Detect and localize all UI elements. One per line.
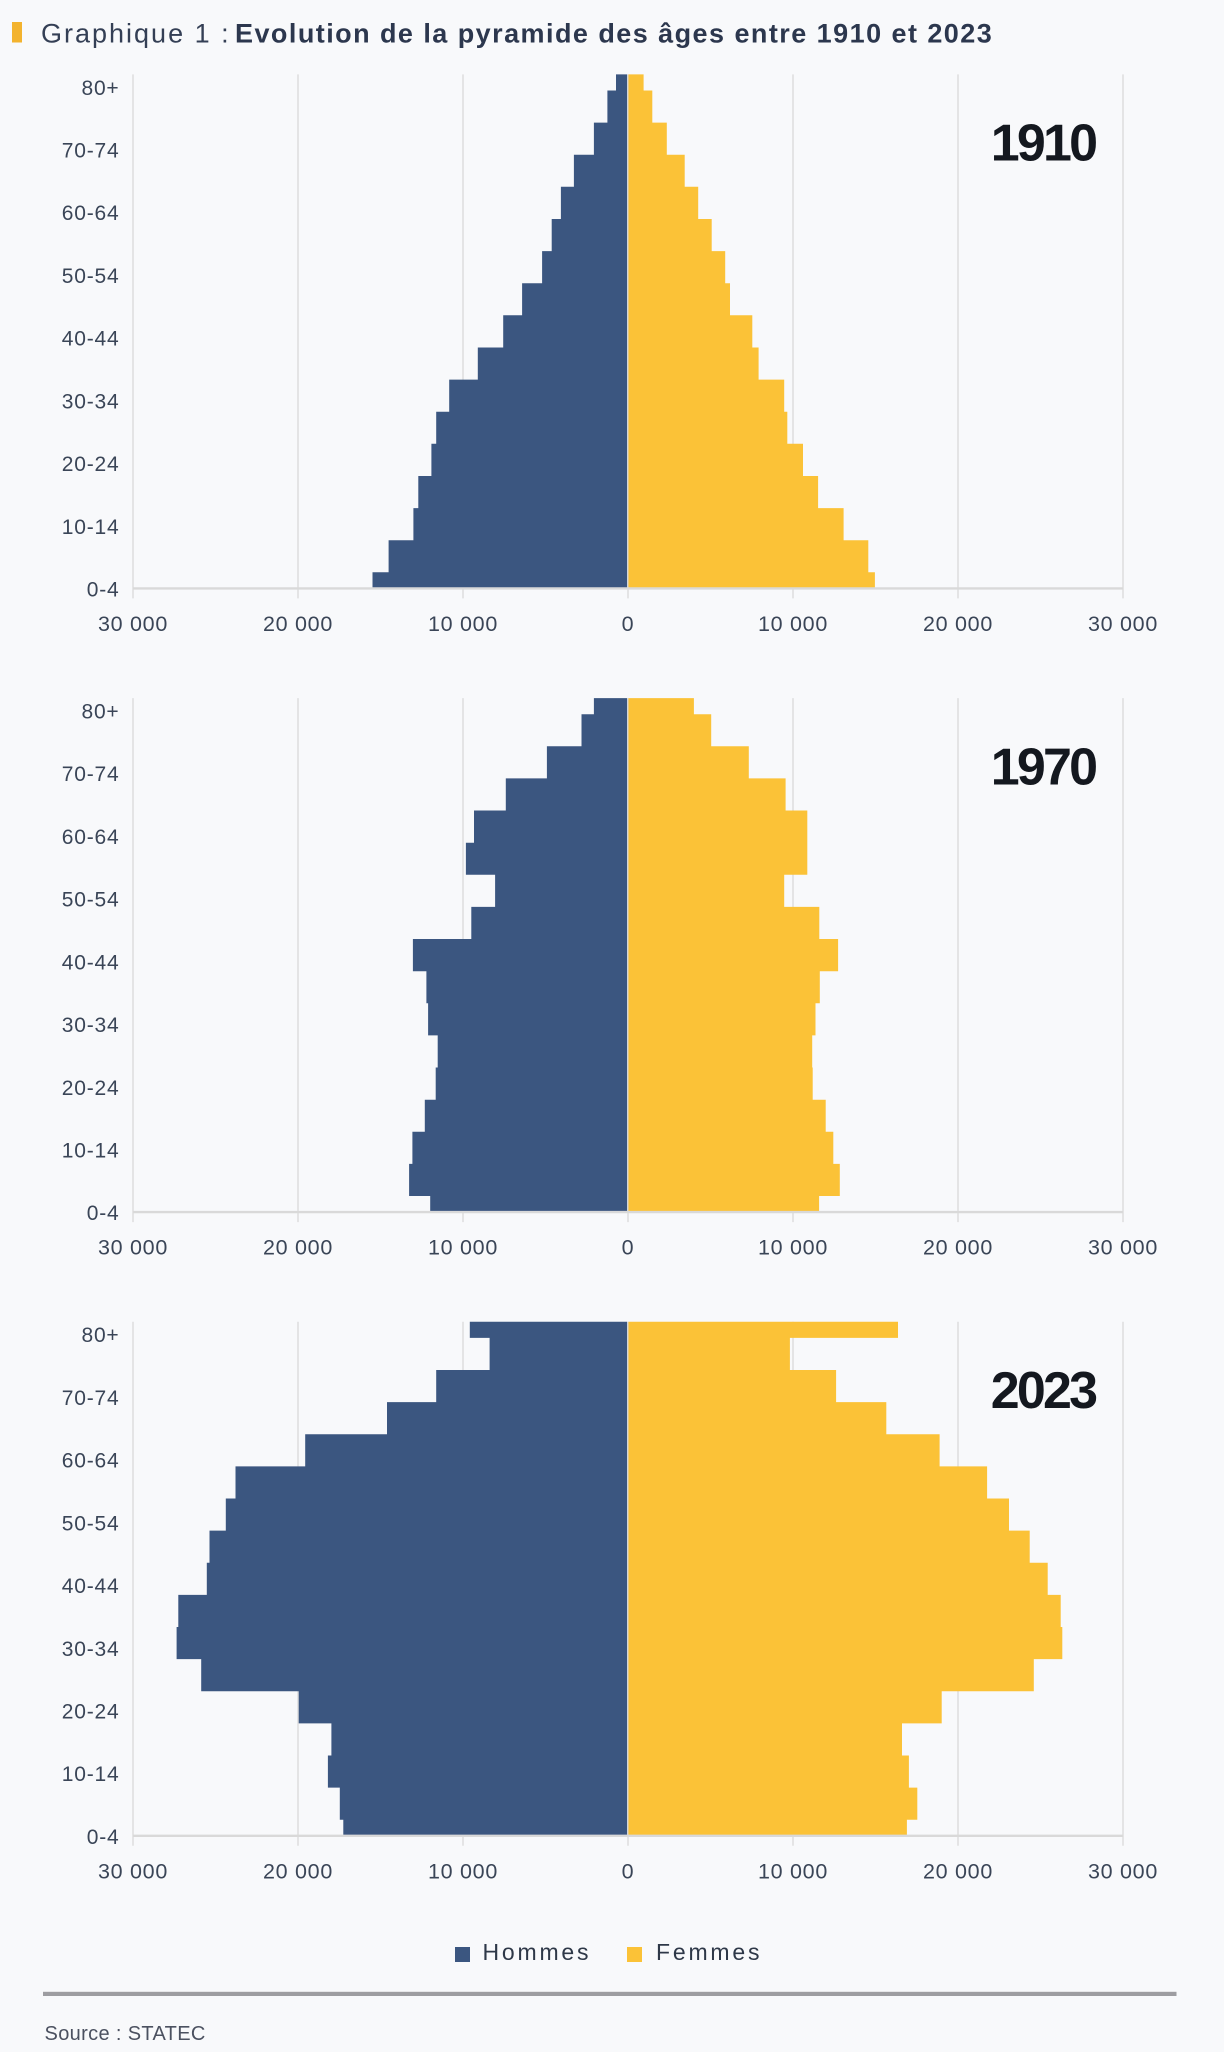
svg-text:80+: 80+	[81, 77, 119, 100]
svg-text:Femmes: Femmes	[656, 1939, 762, 1965]
svg-text:1970: 1970	[991, 738, 1096, 796]
svg-text:40-44: 40-44	[62, 951, 120, 974]
svg-text:60-64: 60-64	[62, 1450, 120, 1473]
svg-text:0-4: 0-4	[87, 1826, 120, 1849]
svg-text:30-34: 30-34	[62, 1014, 120, 1037]
svg-text:10-14: 10-14	[62, 516, 120, 539]
svg-text:20 000: 20 000	[263, 1236, 333, 1260]
svg-text:50-54: 50-54	[62, 265, 120, 288]
svg-text:0-4: 0-4	[87, 1202, 120, 1225]
svg-text:10 000: 10 000	[758, 1859, 828, 1883]
svg-text:Hommes: Hommes	[483, 1939, 592, 1965]
svg-text:70-74: 70-74	[62, 763, 120, 786]
svg-text:40-44: 40-44	[62, 1575, 120, 1598]
svg-text:10-14: 10-14	[62, 1763, 120, 1786]
svg-text:70-74: 70-74	[62, 1387, 120, 1410]
svg-text:20 000: 20 000	[263, 1859, 333, 1883]
svg-text:80+: 80+	[81, 1324, 119, 1347]
svg-text:0: 0	[622, 612, 635, 636]
svg-text:80+: 80+	[81, 701, 119, 724]
svg-text:0-4: 0-4	[87, 579, 120, 602]
svg-text:Evolution de la pyramide des â: Evolution de la pyramide des âges entre …	[235, 19, 993, 49]
svg-text:2023: 2023	[991, 1362, 1097, 1420]
svg-text:30-34: 30-34	[62, 1638, 120, 1661]
svg-text:Source : STATEC: Source : STATEC	[45, 2023, 206, 2045]
svg-text:20 000: 20 000	[923, 1859, 993, 1883]
svg-text:10 000: 10 000	[428, 612, 498, 636]
svg-text:10 000: 10 000	[758, 612, 828, 636]
svg-text:20 000: 20 000	[923, 1236, 993, 1260]
svg-text:1910: 1910	[991, 115, 1096, 173]
svg-text:20-24: 20-24	[62, 1077, 120, 1100]
svg-text:20 000: 20 000	[923, 612, 993, 636]
svg-text:10 000: 10 000	[758, 1236, 828, 1260]
svg-text:20-24: 20-24	[62, 1701, 120, 1724]
svg-text:10 000: 10 000	[428, 1859, 498, 1883]
svg-text:30 000: 30 000	[1088, 1859, 1158, 1883]
svg-text:30-34: 30-34	[62, 390, 120, 413]
svg-text:0: 0	[622, 1859, 635, 1883]
svg-text:30 000: 30 000	[98, 1236, 168, 1260]
svg-text:20-24: 20-24	[62, 453, 120, 476]
svg-text:20 000: 20 000	[263, 612, 333, 636]
svg-text:10 000: 10 000	[428, 1236, 498, 1260]
svg-text:0: 0	[622, 1236, 635, 1260]
svg-text:30 000: 30 000	[98, 1859, 168, 1883]
svg-text:Graphique 1 :: Graphique 1 :	[41, 19, 231, 49]
svg-text:30 000: 30 000	[98, 612, 168, 636]
svg-text:70-74: 70-74	[62, 140, 120, 163]
svg-text:50-54: 50-54	[62, 1512, 120, 1535]
svg-text:60-64: 60-64	[62, 826, 120, 849]
svg-text:40-44: 40-44	[62, 328, 120, 351]
svg-text:30 000: 30 000	[1088, 1236, 1158, 1260]
svg-text:60-64: 60-64	[62, 202, 120, 225]
svg-text:30 000: 30 000	[1088, 612, 1158, 636]
svg-text:50-54: 50-54	[62, 889, 120, 912]
svg-text:10-14: 10-14	[62, 1140, 120, 1163]
